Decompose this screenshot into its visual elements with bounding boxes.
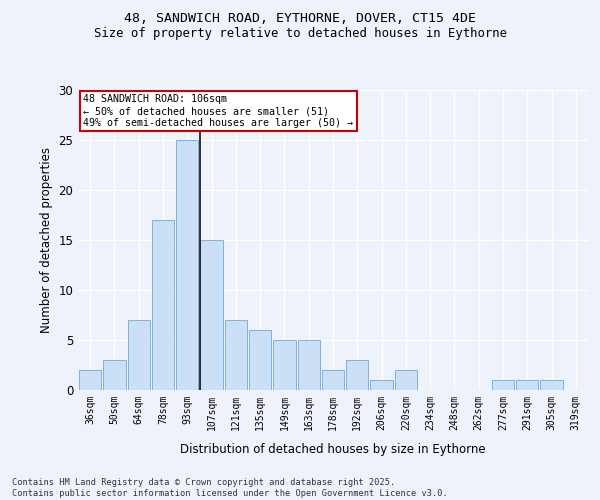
Bar [298,340,320,390]
Bar [200,240,223,390]
Text: 48, SANDWICH ROAD, EYTHORNE, DOVER, CT15 4DE: 48, SANDWICH ROAD, EYTHORNE, DOVER, CT15… [124,12,476,26]
Bar [395,370,417,390]
Bar [224,320,247,390]
Bar [492,380,514,390]
Bar [541,380,563,390]
Bar [322,370,344,390]
Bar [176,140,199,390]
Bar [273,340,296,390]
Bar [516,380,538,390]
Bar [103,360,125,390]
Bar [128,320,150,390]
Text: Contains HM Land Registry data © Crown copyright and database right 2025.
Contai: Contains HM Land Registry data © Crown c… [12,478,448,498]
Text: 48 SANDWICH ROAD: 106sqm
← 50% of detached houses are smaller (51)
49% of semi-d: 48 SANDWICH ROAD: 106sqm ← 50% of detach… [83,94,353,128]
Bar [249,330,271,390]
Bar [79,370,101,390]
Y-axis label: Number of detached properties: Number of detached properties [40,147,53,333]
Text: Size of property relative to detached houses in Eythorne: Size of property relative to detached ho… [94,28,506,40]
Bar [346,360,368,390]
Bar [370,380,393,390]
Bar [152,220,174,390]
Text: Distribution of detached houses by size in Eythorne: Distribution of detached houses by size … [180,442,486,456]
